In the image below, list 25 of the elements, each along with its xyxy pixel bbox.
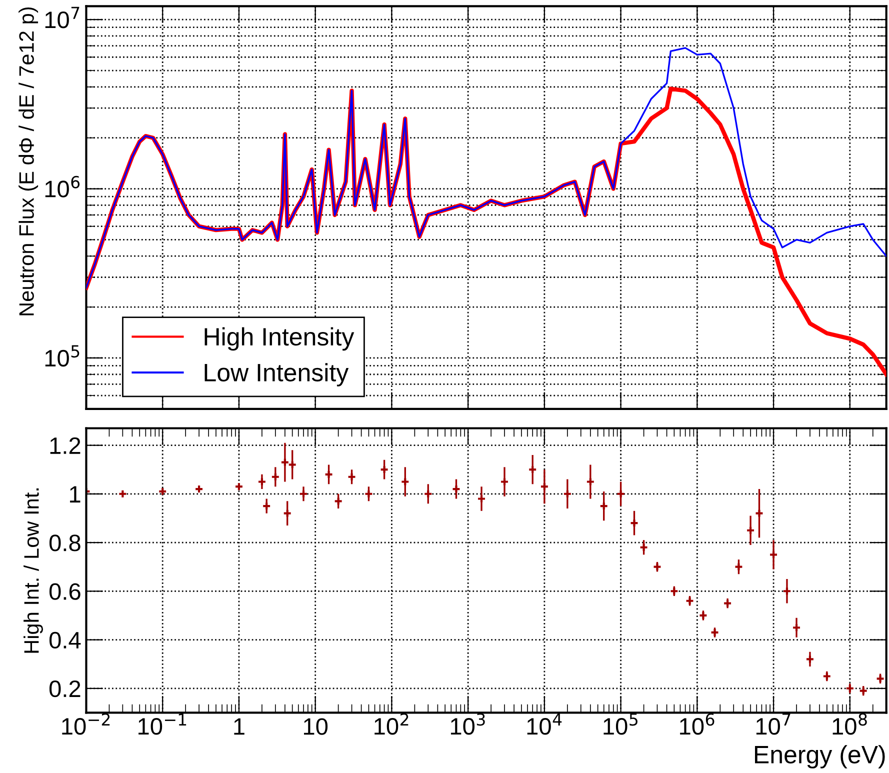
- x-tick-label: 1: [234, 718, 244, 735]
- y-tick-label: 1: [70, 486, 80, 502]
- y-tick-label: 0.2: [49, 680, 80, 698]
- y-axis-title: High Int. / Low Int.: [24, 488, 43, 653]
- x-tick-label: 10$^{5}$: [604, 713, 638, 735]
- y-axis-title: Neutron Flux (E dΦ / dE / 7e12 p): [18, 7, 38, 316]
- y-tick-label: 0.6: [49, 583, 80, 600]
- x-tick-label: 10: [304, 718, 328, 735]
- y-tick-label: 10$^{7}$: [45, 6, 80, 28]
- x-tick-label: 10$^{8}$: [832, 713, 867, 735]
- x-tick-label: 10$^{6}$: [680, 713, 714, 735]
- x-tick-label: 10$^{4}$: [527, 713, 562, 735]
- y-tick-label: 10$^{6}$: [45, 176, 80, 198]
- legend-label: High Intensity: [204, 327, 354, 351]
- y-tick-label: 10$^{5}$: [45, 345, 80, 367]
- x-tick-label: 10$^{3}$: [450, 713, 485, 735]
- x-tick-label: 10$^{7}$: [756, 713, 790, 735]
- y-tick-label: 0.4: [49, 632, 81, 649]
- y-tick-label: 0.8: [49, 534, 80, 552]
- y-tick-label: 1.2: [50, 437, 80, 454]
- x-axis-title: Energy (eV): [755, 745, 885, 768]
- legend-label: Low Intensity: [204, 363, 349, 386]
- x-tick-label: 10$^{−1}$: [138, 713, 186, 735]
- x-tick-label: 10$^{2}$: [374, 713, 408, 735]
- x-tick-label: 10$^{−2}$: [62, 713, 110, 735]
